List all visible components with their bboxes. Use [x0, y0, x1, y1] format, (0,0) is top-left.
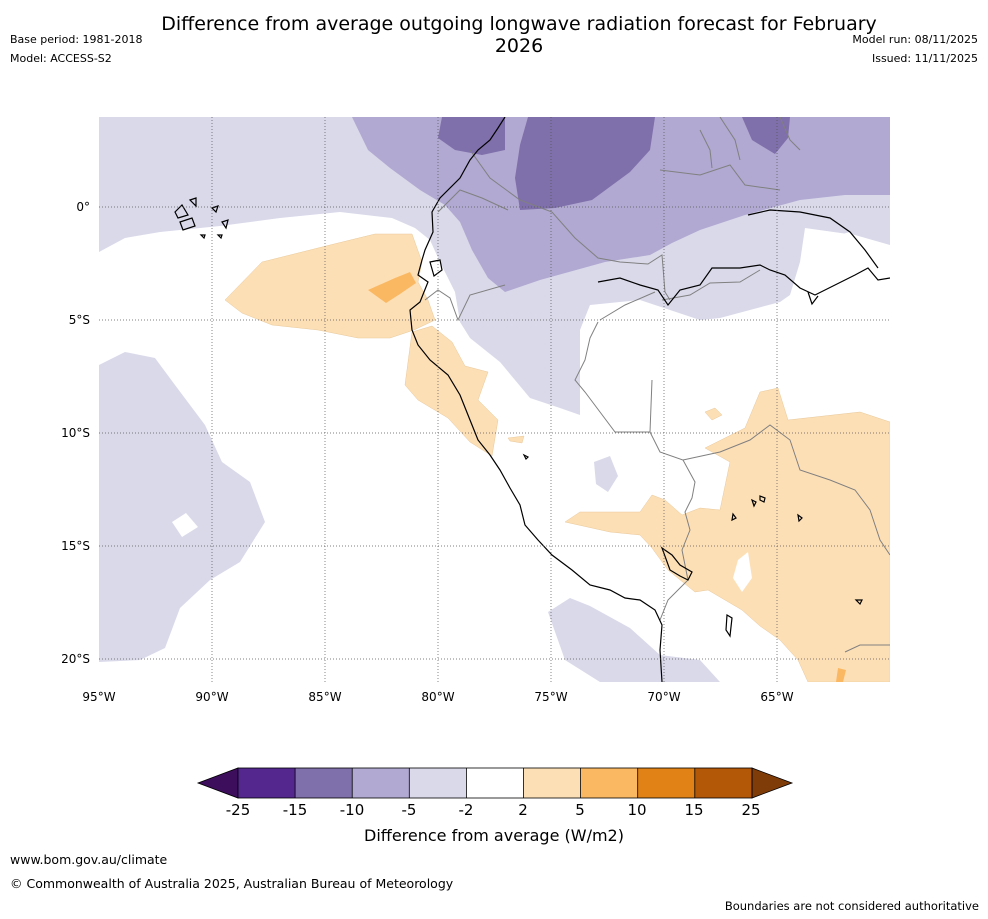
anomaly-region-minus10-to-minus15-a — [438, 117, 505, 155]
lon-label-80w: 80°W — [421, 690, 455, 704]
anomaly-region-minus2-to-minus5-southwest — [99, 352, 265, 662]
anomaly-region-minus10-to-minus15-c — [742, 117, 790, 154]
colorbar-bin-2-to-5 — [523, 768, 581, 798]
lat-label-20s: 20°S — [61, 652, 90, 666]
colorbar-bin-minus25-to-minus15 — [238, 768, 296, 798]
lon-label-85w: 85°W — [308, 690, 342, 704]
anomaly-region-5-to-10 — [368, 272, 416, 303]
anomaly-region-minus10-to-minus15-b — [515, 117, 655, 210]
colorbar-bin-minus15-to-minus10 — [295, 768, 353, 798]
colorbar-extend-high — [751, 767, 794, 799]
anomaly-region-minus2-to-minus5-south — [548, 598, 720, 682]
anomaly-region-minus2-to-minus5-small — [594, 456, 618, 492]
colorbar-tick: 10 — [627, 801, 647, 819]
issued-label: Issued: 11/11/2025 — [871, 52, 978, 65]
model-label: Model: ACCESS-S2 — [10, 52, 112, 65]
colorbar-tick: -5 — [401, 801, 417, 819]
colorbar-bin-minus10-to-minus5 — [352, 768, 410, 798]
colorbar-bin-15-to-25 — [694, 768, 752, 798]
anomaly-region-2-to-5-southeast — [564, 387, 890, 682]
colorbar-tick: 15 — [684, 801, 704, 819]
colorbar-tick: 25 — [741, 801, 761, 819]
graticule — [99, 117, 890, 682]
anomaly-region-2-to-5-offshore — [224, 233, 436, 339]
colorbar-tick: -15 — [282, 801, 308, 819]
colorbar-title: Difference from average (W/m2) — [364, 826, 624, 845]
lon-label-75w: 75°W — [534, 690, 568, 704]
lon-label-95w: 95°W — [82, 690, 116, 704]
lon-label-70w: 70°W — [647, 690, 681, 704]
lat-label-0: 0° — [76, 200, 90, 214]
copyright-text: © Commonwealth of Australia 2025, Austra… — [10, 876, 454, 891]
map-title: Difference from average outgoing longwav… — [161, 13, 877, 57]
country-borders — [424, 117, 890, 653]
lon-label-90w: 90°W — [195, 690, 229, 704]
colorbar-bin-minus5-to-minus2 — [409, 768, 467, 798]
website-link: www.bom.gov.au/climate — [10, 852, 168, 867]
colorbar-bin-5-to-10 — [580, 768, 638, 798]
colorbar-tick: -10 — [339, 801, 365, 819]
colorbar — [196, 767, 794, 799]
base-period-label: Base period: 1981-2018 — [10, 33, 143, 46]
colorbar-bin-minus2-to-2 — [466, 768, 524, 798]
colorbar-tick: -2 — [458, 801, 474, 819]
lat-label-5s: 5°S — [68, 313, 90, 327]
colorbar-tick: 5 — [575, 801, 585, 819]
colorbar-bin-10-to-15 — [637, 768, 695, 798]
anomaly-field — [99, 117, 890, 682]
colorbar-extend-low — [196, 767, 239, 799]
colorbar-tick: -25 — [225, 801, 251, 819]
lon-label-65w: 65°W — [760, 690, 794, 704]
lat-label-10s: 10°S — [61, 426, 90, 440]
anomaly-region-minus5-to-minus10 — [352, 117, 890, 292]
colorbar-tick: 2 — [518, 801, 528, 819]
boundaries-disclaimer: Boundaries are not considered authoritat… — [724, 899, 979, 913]
coastlines — [174, 117, 890, 682]
lat-label-15s: 15°S — [61, 539, 90, 553]
model-run-label: Model run: 08/11/2025 — [852, 33, 978, 46]
